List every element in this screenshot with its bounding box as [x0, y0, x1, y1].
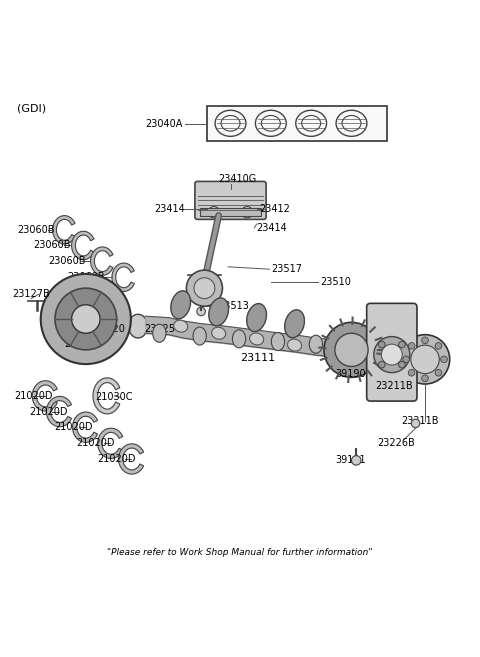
- Ellipse shape: [174, 320, 188, 332]
- Circle shape: [351, 456, 361, 465]
- Circle shape: [408, 342, 415, 350]
- Text: 21020D: 21020D: [54, 422, 93, 432]
- Ellipse shape: [247, 304, 266, 332]
- Circle shape: [435, 369, 442, 376]
- Polygon shape: [112, 263, 134, 292]
- Polygon shape: [72, 231, 94, 260]
- Ellipse shape: [271, 332, 285, 351]
- Polygon shape: [72, 412, 97, 442]
- Bar: [207, 106, 387, 141]
- Circle shape: [324, 323, 379, 377]
- Circle shape: [186, 270, 222, 306]
- Text: 39190A: 39190A: [335, 369, 372, 378]
- Circle shape: [403, 356, 409, 363]
- Ellipse shape: [171, 291, 191, 319]
- Text: 23226B: 23226B: [378, 438, 415, 448]
- Circle shape: [422, 337, 428, 344]
- Ellipse shape: [285, 310, 304, 338]
- Polygon shape: [47, 396, 72, 426]
- Text: 23517: 23517: [271, 264, 302, 274]
- Text: 23510: 23510: [321, 277, 351, 287]
- Text: 21020D: 21020D: [97, 454, 136, 464]
- Ellipse shape: [129, 314, 147, 338]
- Circle shape: [400, 334, 450, 384]
- Circle shape: [378, 361, 385, 368]
- Circle shape: [208, 206, 219, 218]
- Circle shape: [55, 288, 117, 350]
- Text: 23060B: 23060B: [48, 256, 85, 266]
- Text: 21020D: 21020D: [29, 407, 67, 417]
- Ellipse shape: [309, 335, 323, 353]
- Circle shape: [241, 206, 253, 218]
- Text: 23311B: 23311B: [401, 416, 439, 426]
- Text: (GDI): (GDI): [17, 103, 46, 113]
- Text: 23124B: 23124B: [64, 296, 102, 306]
- Polygon shape: [32, 380, 57, 411]
- Circle shape: [411, 419, 420, 428]
- Text: "Please refer to Work Shop Manual for further information": "Please refer to Work Shop Manual for fu…: [107, 548, 373, 557]
- Text: 21020D: 21020D: [76, 438, 115, 448]
- Circle shape: [41, 274, 131, 364]
- Polygon shape: [98, 428, 123, 459]
- Polygon shape: [119, 443, 144, 474]
- Circle shape: [382, 344, 402, 365]
- Text: 23513: 23513: [219, 301, 250, 311]
- Polygon shape: [93, 378, 120, 414]
- Text: 23414: 23414: [257, 223, 288, 233]
- Bar: [200, 208, 261, 216]
- Text: 23060B: 23060B: [17, 225, 55, 235]
- Text: 23120: 23120: [94, 323, 125, 334]
- FancyBboxPatch shape: [195, 181, 266, 219]
- Text: 21020D: 21020D: [14, 391, 53, 401]
- Text: 39191: 39191: [335, 455, 365, 465]
- Ellipse shape: [193, 327, 206, 345]
- Text: 23060B: 23060B: [67, 272, 104, 283]
- Text: 23060B: 23060B: [34, 240, 71, 250]
- Polygon shape: [91, 247, 113, 275]
- Circle shape: [398, 361, 405, 368]
- Circle shape: [197, 307, 205, 316]
- Circle shape: [72, 305, 100, 333]
- Text: 23040A: 23040A: [145, 118, 182, 129]
- Text: 23410G: 23410G: [219, 174, 257, 184]
- FancyBboxPatch shape: [367, 304, 417, 401]
- Circle shape: [335, 333, 368, 367]
- Circle shape: [441, 356, 447, 363]
- Circle shape: [398, 341, 405, 348]
- Ellipse shape: [232, 330, 246, 348]
- Circle shape: [378, 341, 385, 348]
- Ellipse shape: [250, 333, 264, 345]
- Circle shape: [194, 278, 215, 299]
- Ellipse shape: [288, 339, 301, 351]
- Polygon shape: [53, 215, 75, 244]
- Circle shape: [422, 375, 428, 382]
- Ellipse shape: [153, 325, 166, 342]
- Text: 23125: 23125: [144, 323, 175, 334]
- Ellipse shape: [209, 298, 228, 326]
- Text: 23127B: 23127B: [12, 289, 50, 300]
- Text: 24340: 24340: [64, 338, 95, 349]
- Text: 23211B: 23211B: [375, 381, 413, 392]
- Circle shape: [408, 369, 415, 376]
- Ellipse shape: [212, 327, 226, 339]
- Circle shape: [435, 342, 442, 350]
- Circle shape: [411, 345, 439, 374]
- Text: 23414: 23414: [155, 204, 185, 214]
- Circle shape: [374, 336, 410, 373]
- Text: 21030C: 21030C: [96, 392, 133, 402]
- Text: 23412: 23412: [259, 204, 290, 214]
- Text: 23111: 23111: [240, 353, 275, 363]
